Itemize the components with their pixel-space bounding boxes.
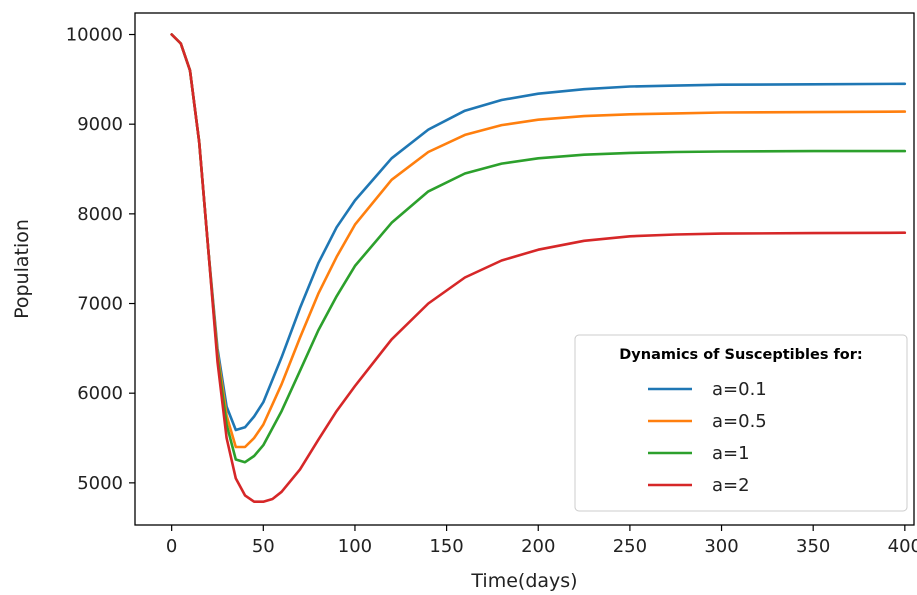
x-tick-label: 100 [338, 536, 372, 557]
y-tick-label: 9000 [77, 114, 123, 135]
x-tick-label: 400 [888, 536, 917, 557]
y-tick-label: 8000 [77, 204, 123, 225]
x-tick-label: 300 [704, 536, 738, 557]
legend-label: a=2 [712, 475, 750, 496]
series-layer [170, 33, 907, 503]
x-tick-label: 150 [429, 536, 463, 557]
ticks-layer: 0 50 100 150 200 250 300 350 400 5000 6000 7000 8000… [66, 25, 917, 557]
legend: Dynamics of Susceptibles for: a=0.1 a=0.5… [574, 334, 908, 512]
x-tick-label: 250 [613, 536, 647, 557]
y-axis-label: Population [11, 219, 33, 319]
legend-label: a=1 [712, 443, 750, 464]
x-tick-label: 50 [252, 536, 275, 557]
legend-label: a=0.1 [712, 379, 767, 400]
y-tick-label: 7000 [77, 294, 123, 315]
legend-title: Dynamics of Susceptibles for: [619, 347, 862, 363]
y-tick-label: 5000 [77, 473, 123, 494]
x-tick-label: 200 [521, 536, 555, 557]
x-tick-label: 0 [166, 536, 177, 557]
y-tick-label: 10000 [66, 25, 123, 46]
x-axis-label: Time(days) [470, 570, 577, 592]
legend-box [574, 334, 908, 512]
y-tick-label: 6000 [77, 383, 123, 404]
plot-frame [134, 12, 915, 526]
legend-label: a=0.5 [712, 411, 767, 432]
x-tick-label: 350 [796, 536, 830, 557]
legend-items: a=0.1 a=0.5 a=1 a=2 [648, 379, 767, 496]
series-line-4 [170, 33, 907, 503]
